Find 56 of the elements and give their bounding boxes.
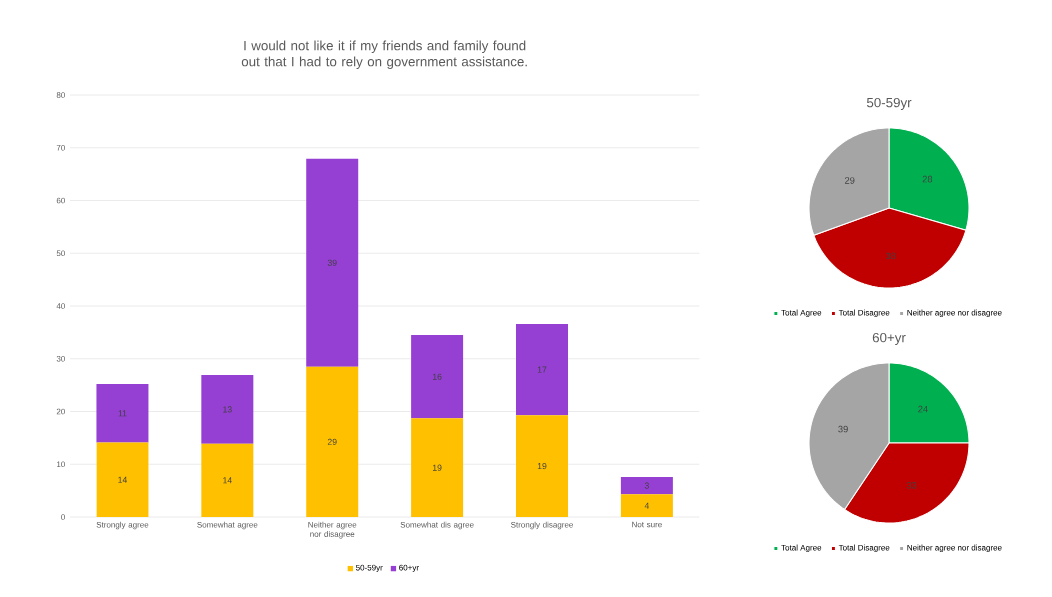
legend-label: Total Agree [781,309,822,318]
bar [516,323,568,416]
legend-label: Total Disagree [838,309,890,318]
x-tick-label: Somewhat agree [197,521,258,530]
bar [201,375,254,444]
bar [620,494,673,517]
y-tick-label: 80 [56,92,65,98]
data-label: 14 [118,476,128,483]
legend-label: Neither agree nor disagree [907,544,1002,553]
x-tick-label: Strongly agree [96,521,149,530]
bar [516,415,568,517]
bar [411,418,464,517]
x-tick-label: Not sure [632,521,662,528]
data-label: 39 [838,425,848,433]
y-tick-label: 50 [56,250,65,257]
data-label: 3 [644,482,649,489]
y-tick-label: 20 [56,408,65,415]
data-label: 28 [922,175,933,183]
data-label: 39 [327,259,337,266]
bar [306,158,359,367]
y-tick-label: 10 [57,461,65,468]
legend-label: 60+yr [399,564,419,573]
x-tick-label: Somewhat dis agree [400,521,474,530]
bar [411,335,464,419]
data-label: 29 [327,438,337,445]
data-label: 38 [885,252,896,260]
data-label: 11 [118,410,127,417]
bar [96,442,149,517]
legend-label: Total Disagree [838,544,890,553]
y-tick-label: 0 [61,514,65,520]
chart-title: 60+yr [872,332,906,345]
y-tick-label: 70 [56,144,65,151]
data-label: 29 [844,177,855,184]
y-tick-label: 60 [56,197,65,204]
chart-title: I would not like it if my friends and family found out that I had to rely on government assistance. [241,40,527,69]
data-label: 4 [644,502,650,509]
bar [96,384,149,443]
data-label: 24 [918,405,928,413]
bar [620,476,673,495]
legend-label: Neither agree nor disagree [907,309,1002,318]
x-tick-label: Neither agree nor disagree [308,521,357,539]
x-tick-label: Strongly disagree [511,521,573,530]
legend-label: 50-59yr [355,564,383,573]
data-label: 33 [906,482,917,489]
legend-label: Total Agree [781,544,822,553]
y-tick-label: 30 [56,355,65,362]
bar [201,443,254,517]
data-label: 14 [223,477,232,484]
bar [306,366,359,517]
data-label: 13 [223,406,232,413]
data-label: 19 [537,463,547,470]
y-tick-label: 40 [56,303,65,309]
data-label: 17 [537,366,547,373]
chart-title: 50-59yr [866,97,912,110]
data-label: 19 [432,464,442,471]
data-label: 16 [432,373,442,380]
